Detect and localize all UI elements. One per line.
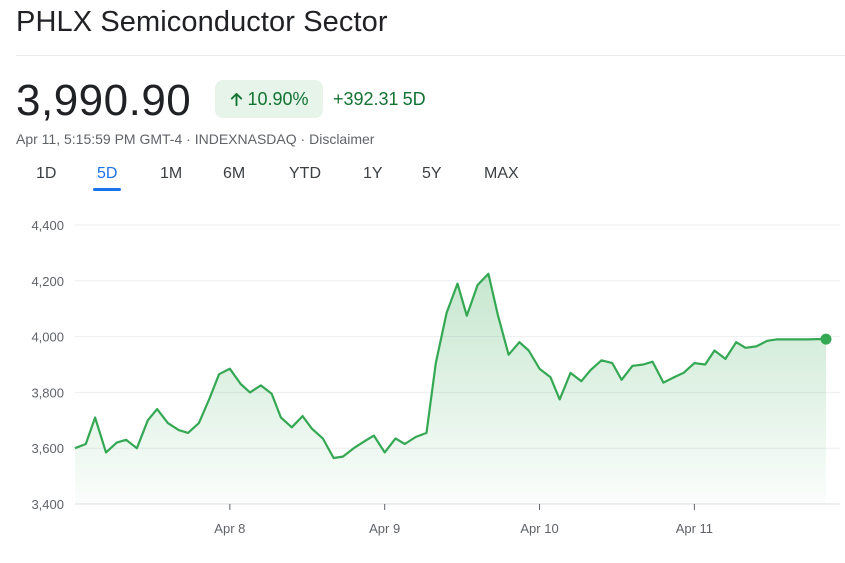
point-change-value: +392.31 xyxy=(333,89,399,109)
tab-1y[interactable]: 1Y xyxy=(363,165,383,182)
price-chart[interactable]: 3,400 3,600 3,800 4,000 4,200 4,400 Apr 8 Apr … xyxy=(0,200,845,563)
y-tick-label: 3,600 xyxy=(31,441,64,456)
disclaimer-link[interactable]: Disclaimer xyxy=(309,131,375,147)
percent-change-badge: 10.90% xyxy=(215,80,323,118)
tab-6m[interactable]: 6M xyxy=(223,165,246,182)
arrow-up-icon xyxy=(231,92,243,106)
x-tick-label: Apr 8 xyxy=(214,521,245,536)
chart-last-point xyxy=(820,333,832,345)
quote-meta: Apr 11, 5:15:59 PM GMT-4 · INDEXNASDAQ ·… xyxy=(16,131,374,147)
tab-ytd[interactable]: YTD xyxy=(289,165,321,182)
exchange-label: INDEXNASDAQ xyxy=(194,131,297,147)
y-tick-label: 4,000 xyxy=(31,330,64,345)
tab-1m[interactable]: 1M xyxy=(160,165,183,182)
page-title: PHLX Semiconductor Sector xyxy=(16,6,388,38)
header-divider xyxy=(16,55,845,56)
chart-series-line xyxy=(74,272,826,460)
x-tick-label: Apr 11 xyxy=(676,521,713,536)
time-range-tabs: 1D 5D 1M 6M YTD 1Y 5Y MAX xyxy=(0,163,600,193)
y-tick-label: 3,800 xyxy=(31,385,64,400)
x-tick-label: Apr 10 xyxy=(520,521,558,536)
tab-max[interactable]: MAX xyxy=(484,165,519,182)
meta-separator: · xyxy=(296,131,310,147)
tab-5d[interactable]: 5D xyxy=(92,163,123,191)
point-change: +392.31 5D xyxy=(333,89,430,110)
y-tick-label: 4,400 xyxy=(31,218,64,233)
timestamp: Apr 11, 5:15:59 PM GMT-4 xyxy=(16,131,183,147)
x-tick-label: Apr 9 xyxy=(369,521,400,536)
y-tick-label: 3,400 xyxy=(31,497,64,512)
tab-1d[interactable]: 1D xyxy=(36,165,57,182)
y-tick-label: 4,200 xyxy=(31,274,64,289)
period-label: 5D xyxy=(402,89,426,109)
percent-change-value: 10.90% xyxy=(247,88,309,109)
meta-separator: · xyxy=(182,131,195,147)
tab-5y[interactable]: 5Y xyxy=(422,165,442,182)
current-price: 3,990.90 xyxy=(16,76,192,125)
chart-area-fill xyxy=(75,273,826,504)
